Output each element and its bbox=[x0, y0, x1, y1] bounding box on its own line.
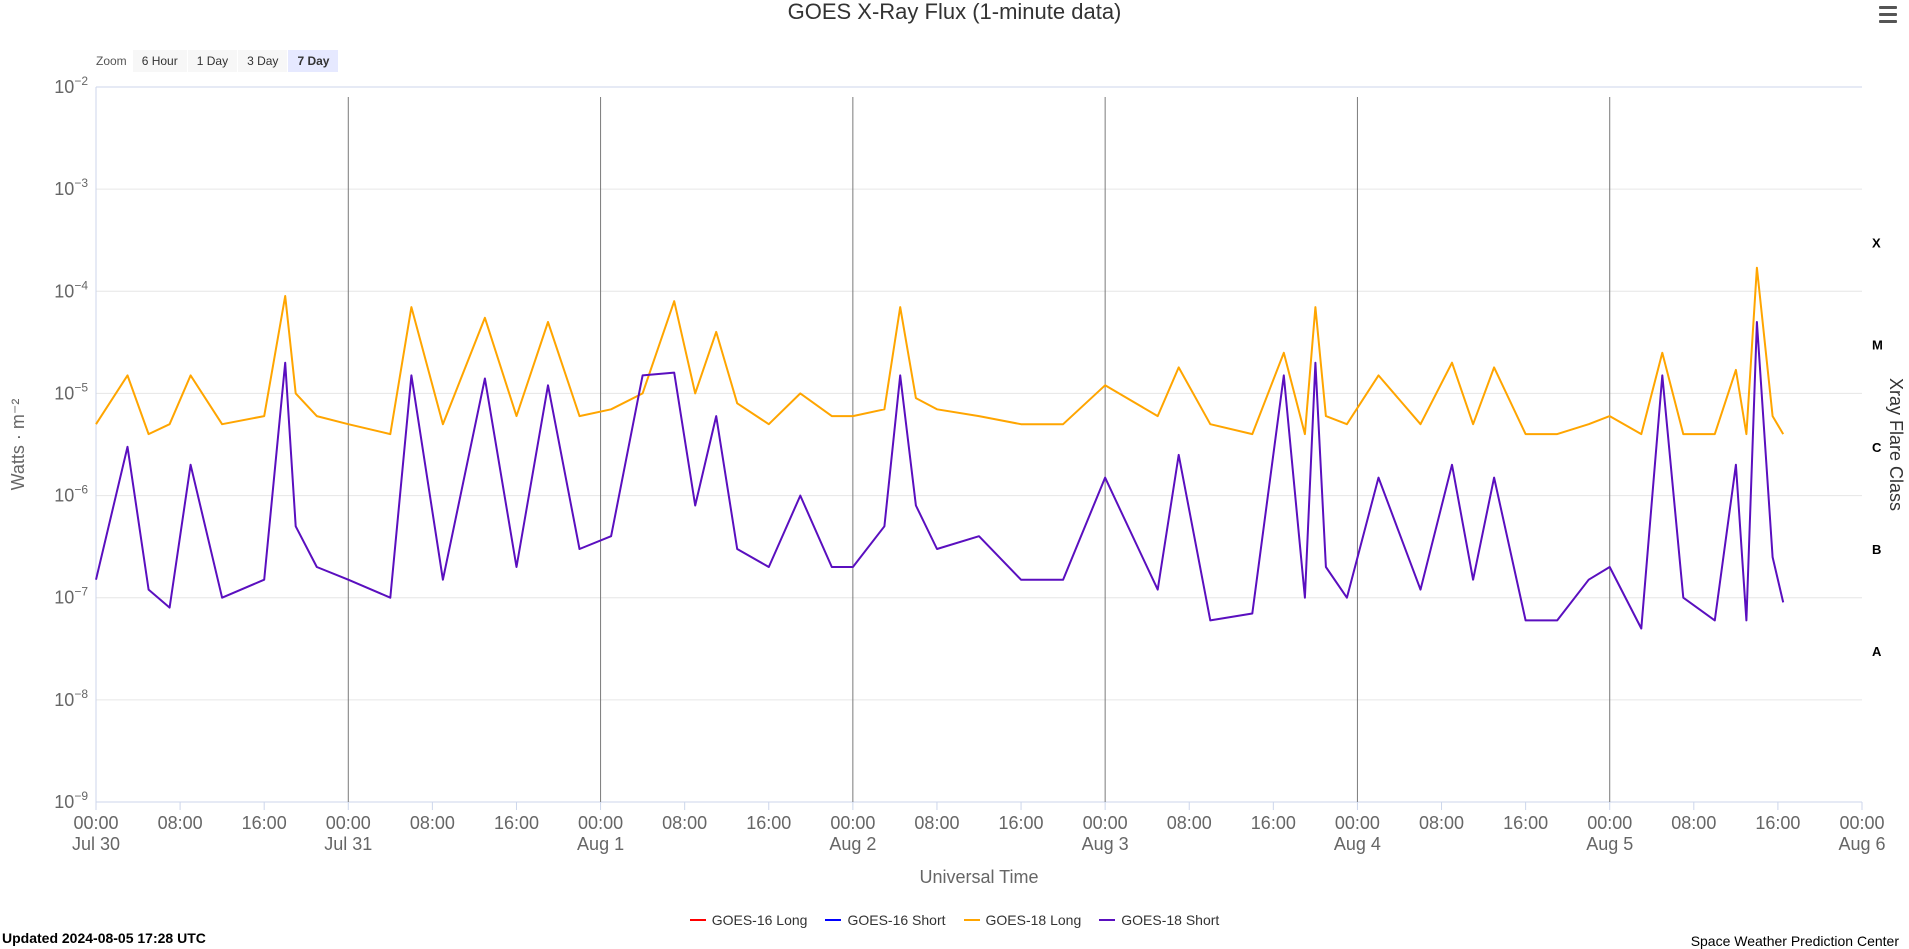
x-tick-label: 00:00 bbox=[73, 813, 118, 833]
legend-swatch bbox=[1099, 919, 1116, 921]
zoom-controls: Zoom 6 Hour 1 Day 3 Day 7 Day bbox=[96, 50, 339, 72]
x-tick-date-label: Aug 2 bbox=[829, 834, 876, 854]
series-line-goes-18-long bbox=[95, 266, 1785, 436]
legend-swatch bbox=[963, 919, 980, 921]
x-tick-date-label: Aug 6 bbox=[1838, 834, 1885, 854]
legend-label: GOES-18 Long bbox=[985, 912, 1082, 928]
x-tick-label: 00:00 bbox=[830, 813, 875, 833]
y-axis-title: Watts · m⁻² bbox=[8, 399, 28, 491]
y-tick-label: 10−5 bbox=[54, 380, 88, 403]
legend-swatch bbox=[825, 919, 842, 921]
flare-class-axis-title: Xray Flare Class bbox=[1886, 378, 1906, 511]
x-tick-label: 00:00 bbox=[578, 813, 623, 833]
zoom-7-day-button[interactable]: 7 Day bbox=[288, 50, 339, 72]
x-tick-date-label: Aug 3 bbox=[1082, 834, 1129, 854]
x-tick-label: 08:00 bbox=[1419, 813, 1464, 833]
zoom-6-hour-button[interactable]: 6 Hour bbox=[132, 50, 187, 72]
x-tick-label: 08:00 bbox=[662, 813, 707, 833]
y-tick-label: 10−8 bbox=[54, 687, 88, 710]
legend-item-goes16-short[interactable]: GOES-16 Short bbox=[825, 912, 946, 928]
x-tick-label: 08:00 bbox=[410, 813, 455, 833]
y-tick-label: 10−2 bbox=[54, 74, 88, 97]
legend-item-goes16-long[interactable]: GOES-16 Long bbox=[689, 912, 808, 928]
y-tick-label: 10−3 bbox=[54, 176, 88, 199]
x-tick-label: 16:00 bbox=[1755, 813, 1800, 833]
flare-class-label-m: M bbox=[1872, 338, 1883, 353]
y-tick-label: 10−7 bbox=[54, 585, 88, 608]
x-tick-label: 00:00 bbox=[1083, 813, 1128, 833]
y-tick-label: 10−9 bbox=[54, 789, 88, 812]
updated-timestamp: Updated 2024-08-05 17:28 UTC bbox=[2, 930, 206, 946]
x-tick-label: 08:00 bbox=[914, 813, 959, 833]
legend-item-goes18-short[interactable]: GOES-18 Short bbox=[1099, 912, 1219, 928]
x-tick-label: 16:00 bbox=[242, 813, 287, 833]
y-tick-label: 10−4 bbox=[54, 278, 88, 301]
legend-label: GOES-16 Long bbox=[711, 912, 808, 928]
flare-class-label-c: C bbox=[1872, 440, 1882, 455]
legend-swatch bbox=[689, 919, 706, 921]
x-tick-date-label: Aug 4 bbox=[1334, 834, 1381, 854]
x-tick-date-label: Aug 5 bbox=[1586, 834, 1633, 854]
x-axis-title: Universal Time bbox=[919, 867, 1038, 887]
x-tick-label: 08:00 bbox=[1671, 813, 1716, 833]
credit-text: Space Weather Prediction Center bbox=[1690, 933, 1899, 949]
chart-title: GOES X-Ray Flux (1-minute data) bbox=[787, 0, 1122, 24]
x-tick-label: 16:00 bbox=[1251, 813, 1296, 833]
x-tick-label: 00:00 bbox=[1587, 813, 1632, 833]
x-tick-date-label: Jul 30 bbox=[72, 834, 120, 854]
y-tick-label: 10−6 bbox=[54, 483, 88, 506]
series-line-goes-18-short bbox=[95, 321, 1785, 630]
x-tick-label: 16:00 bbox=[746, 813, 791, 833]
zoom-label: Zoom bbox=[96, 54, 127, 68]
legend-label: GOES-16 Short bbox=[847, 912, 946, 928]
zoom-3-day-button[interactable]: 3 Day bbox=[238, 50, 288, 72]
x-tick-label: 00:00 bbox=[1335, 813, 1380, 833]
legend: GOES-16 Long GOES-16 Short GOES-18 Long … bbox=[0, 912, 1909, 928]
flare-class-label-x: X bbox=[1872, 236, 1881, 251]
flare-class-label-a: A bbox=[1872, 644, 1882, 659]
x-tick-label: 00:00 bbox=[326, 813, 371, 833]
legend-label: GOES-18 Short bbox=[1121, 912, 1220, 928]
x-tick-date-label: Jul 31 bbox=[324, 834, 372, 854]
x-tick-label: 16:00 bbox=[1503, 813, 1548, 833]
x-tick-label: 00:00 bbox=[1839, 813, 1884, 833]
zoom-1-day-button[interactable]: 1 Day bbox=[187, 50, 238, 72]
x-tick-label: 08:00 bbox=[158, 813, 203, 833]
flare-class-label-b: B bbox=[1872, 542, 1881, 557]
hamburger-menu-icon[interactable] bbox=[1875, 2, 1901, 26]
x-tick-date-label: Aug 1 bbox=[577, 834, 624, 854]
x-tick-label: 08:00 bbox=[1167, 813, 1212, 833]
legend-item-goes18-long[interactable]: GOES-18 Long bbox=[963, 912, 1082, 928]
x-tick-label: 16:00 bbox=[494, 813, 539, 833]
x-tick-label: 16:00 bbox=[999, 813, 1044, 833]
